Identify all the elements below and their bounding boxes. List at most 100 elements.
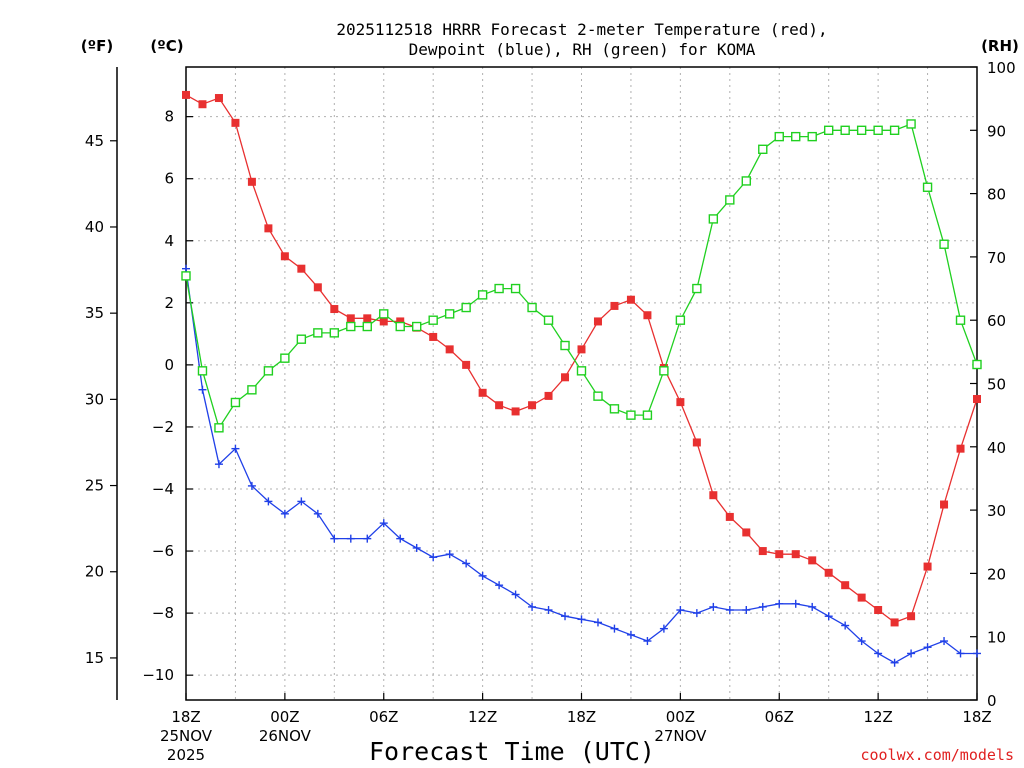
rh-point xyxy=(461,302,471,313)
dewpoint-point xyxy=(495,581,504,590)
rh-point xyxy=(247,385,257,395)
dewpoint-point xyxy=(956,649,965,658)
rh-point xyxy=(889,125,900,136)
rh-point xyxy=(791,131,801,142)
temperature-point xyxy=(462,360,471,369)
dewpoint-point xyxy=(478,571,487,580)
rh-tick-label: 40 xyxy=(987,439,1006,457)
time-tick-label: 18Z xyxy=(171,708,200,726)
temperature-point xyxy=(791,550,800,559)
time-tick-date: 26NOV xyxy=(259,727,312,745)
rh-point xyxy=(906,119,916,129)
rh-tick-label: 50 xyxy=(987,376,1006,394)
rh-point xyxy=(741,176,751,186)
fahrenheit-unit-label: (ºF) xyxy=(81,37,113,55)
time-tick-label: 00Z xyxy=(666,708,695,726)
dewpoint-point xyxy=(841,621,850,630)
dewpoint-point xyxy=(659,624,668,633)
dewpoint-point xyxy=(610,624,619,633)
rh-point xyxy=(494,283,504,294)
rh-tick-label: 90 xyxy=(987,122,1006,140)
dewpoint-point xyxy=(247,481,256,490)
temperature-point xyxy=(280,252,289,261)
celsius-unit-label: (ºC) xyxy=(150,37,183,55)
dewpoint-point xyxy=(907,649,916,658)
temperature-point xyxy=(577,345,586,354)
dewpoint-point xyxy=(692,609,701,618)
rh-point xyxy=(922,182,933,192)
rh-point xyxy=(675,315,686,325)
x-axis-title: Forecast Time (UTC) xyxy=(369,737,655,766)
dewpoint-point xyxy=(973,649,981,658)
fahrenheit-tick-label: 45 xyxy=(85,132,104,150)
dewpoint-point xyxy=(544,606,553,615)
dewpoint-point xyxy=(445,550,454,559)
temperature-point xyxy=(725,512,734,521)
dewpoint-point xyxy=(742,606,751,615)
rh-point xyxy=(362,321,372,332)
time-tick-label: 06Z xyxy=(765,708,794,726)
rh-point xyxy=(873,125,883,136)
rh-point xyxy=(214,423,224,433)
temperature-point xyxy=(214,94,223,103)
dewpoint-point xyxy=(313,509,322,518)
dewpoint-point xyxy=(890,658,899,667)
celsius-tick-label: −6 xyxy=(152,542,174,560)
series-line xyxy=(185,94,978,624)
celsius-tick-label: 2 xyxy=(164,294,174,312)
rh-point xyxy=(230,397,241,408)
dewpoint-point xyxy=(775,599,784,608)
chart-title-line1: 2025112518 HRRR Forecast 2-meter Tempera… xyxy=(336,20,827,39)
rh-tick-label: 60 xyxy=(987,312,1006,330)
dewpoint-point xyxy=(791,599,800,608)
rh-point xyxy=(576,366,587,376)
dewpoint-point xyxy=(429,553,438,562)
dewpoint-point xyxy=(923,643,932,652)
rh-point xyxy=(197,366,208,376)
dewpoint-point xyxy=(940,637,949,646)
rh-point xyxy=(972,359,982,370)
temperature-point xyxy=(330,305,339,314)
rh-point xyxy=(560,340,570,351)
time-tick-label: 18Z xyxy=(962,708,991,726)
dewpoint-point xyxy=(528,602,537,611)
dewpoint-point xyxy=(857,637,866,646)
rh-point xyxy=(329,328,340,338)
temperature-point xyxy=(841,581,850,590)
dewpoint-point xyxy=(676,606,685,615)
dewpoint-point xyxy=(346,534,355,543)
rh-tick-label: 10 xyxy=(987,629,1006,647)
temperature-point xyxy=(676,398,685,407)
rh-point xyxy=(527,302,537,313)
temperature-point xyxy=(528,401,537,410)
temperature-point xyxy=(198,100,207,109)
rh-point xyxy=(692,283,702,294)
rh-point xyxy=(181,271,191,281)
rh-point xyxy=(313,328,323,338)
temperature-point xyxy=(445,345,454,354)
rh-point xyxy=(379,309,389,319)
rh-unit-label: (RH) xyxy=(981,37,1019,55)
rh-point xyxy=(626,410,636,420)
dewpoint-point xyxy=(379,519,388,528)
dewpoint-point xyxy=(725,606,734,615)
dewpoint-point xyxy=(363,534,372,543)
dewpoint-point xyxy=(577,615,586,624)
rh-point xyxy=(412,321,422,332)
rh-point xyxy=(939,239,949,249)
temperature-point xyxy=(396,317,405,326)
temperature-point xyxy=(973,395,981,404)
dewpoint-point xyxy=(214,460,223,469)
rh-point xyxy=(856,125,867,136)
celsius-tick-label: −4 xyxy=(152,480,174,498)
temperature-point xyxy=(824,568,833,577)
temperature-point xyxy=(231,118,240,127)
temperature-point xyxy=(626,295,635,304)
temperature-point xyxy=(429,332,438,341)
time-tick-label: 06Z xyxy=(369,708,398,726)
temperature-point xyxy=(956,444,965,453)
time-tick-year: 2025 xyxy=(167,746,205,764)
rh-point xyxy=(758,144,768,154)
rh-tick-label: 30 xyxy=(987,502,1006,520)
